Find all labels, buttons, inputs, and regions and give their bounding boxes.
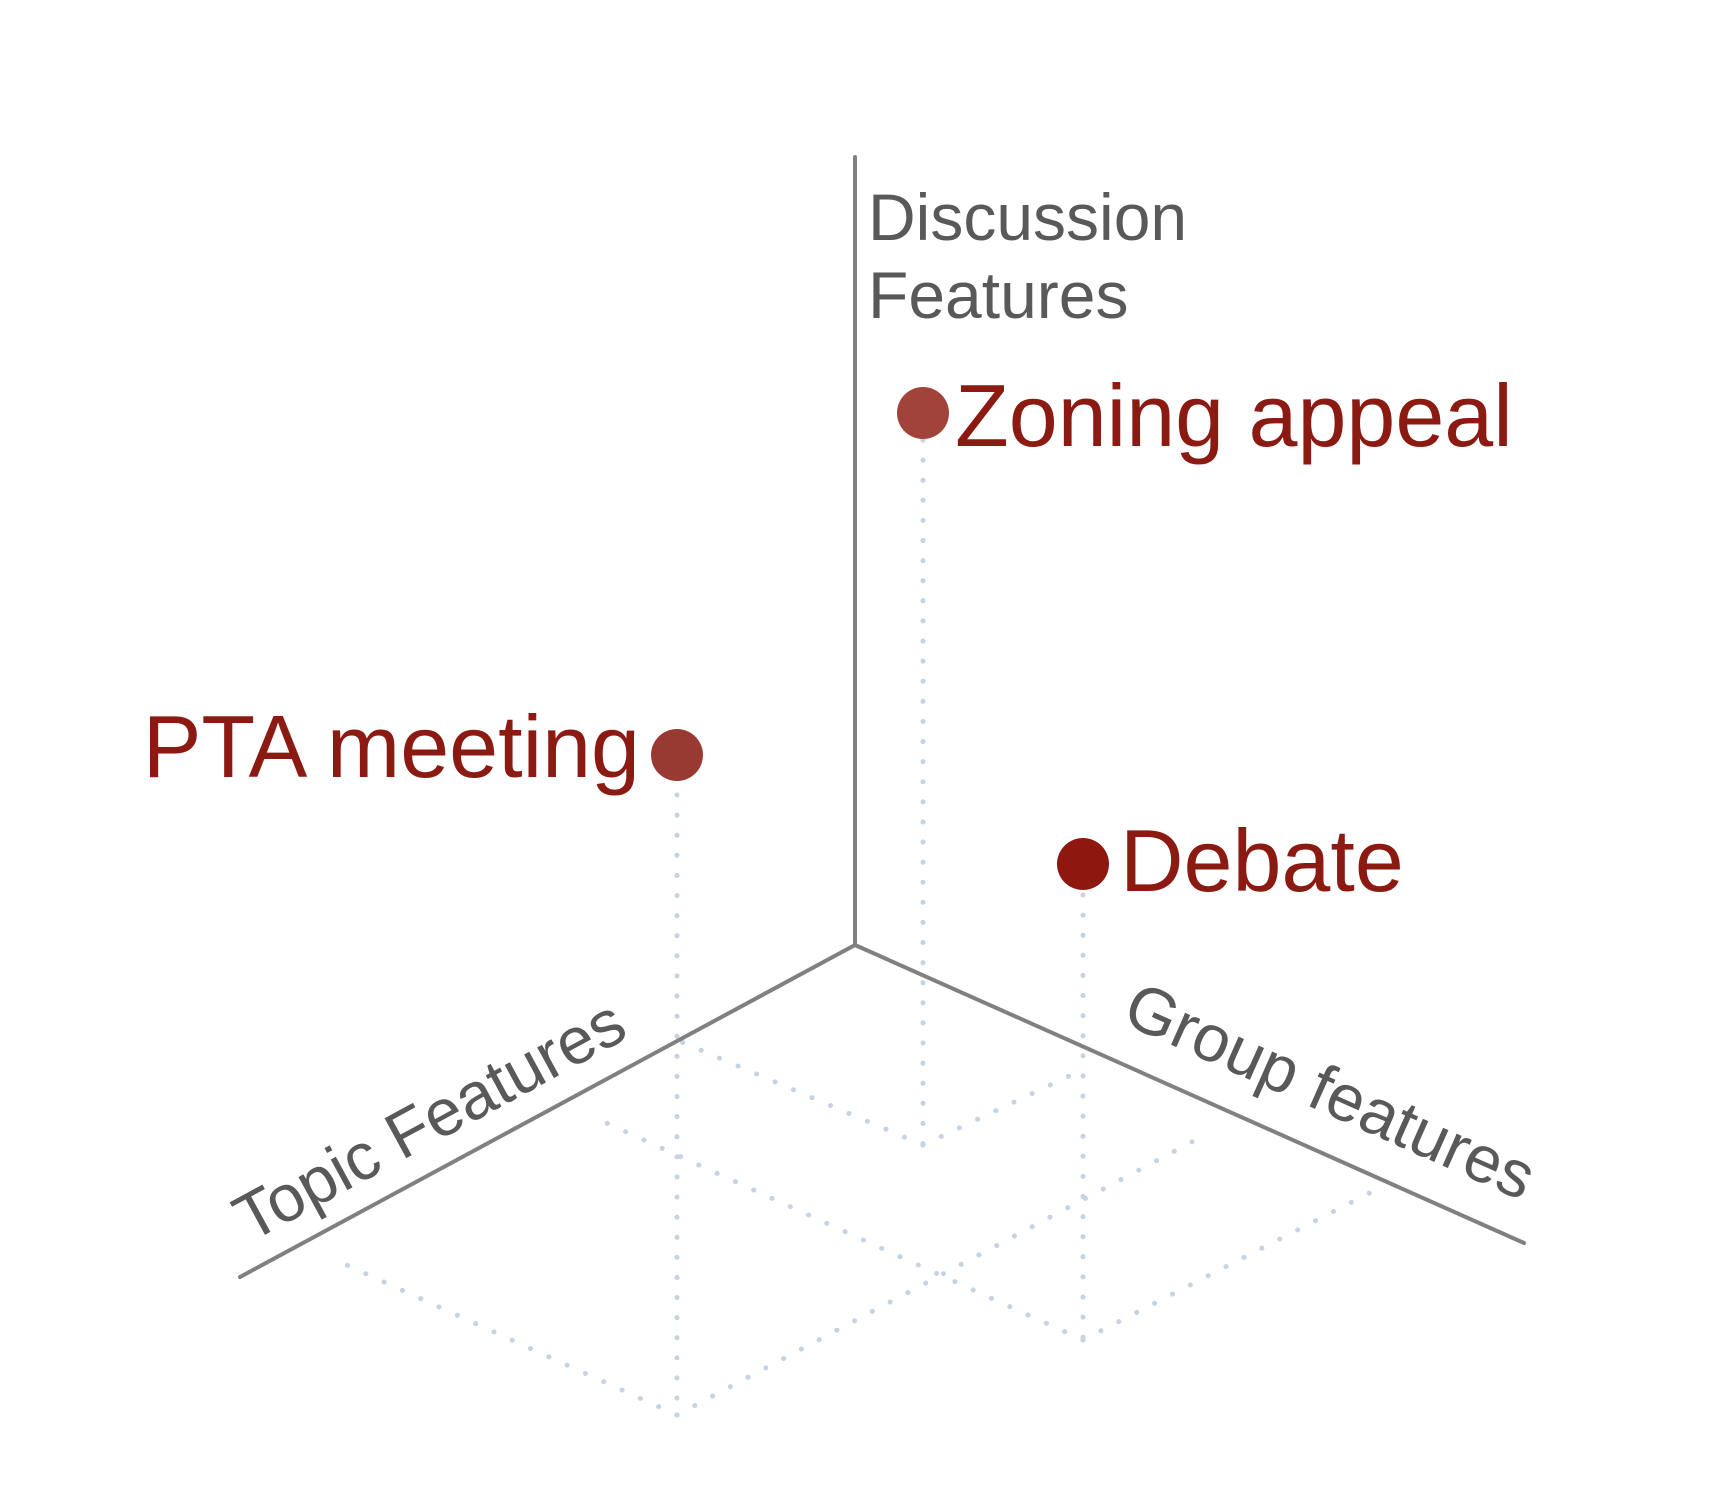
topic-axis-label: Topic Features <box>221 984 637 1256</box>
debate-label: Debate <box>1120 811 1404 910</box>
point-labels: Zoning appeal PTA meeting Debate <box>143 366 1513 910</box>
debate-point <box>1057 838 1109 890</box>
pta-meeting-point <box>651 729 703 781</box>
debate-floor-left <box>597 1117 1086 1343</box>
axes <box>238 155 1526 1279</box>
pta-meeting-floor-left <box>337 1259 680 1418</box>
data-points <box>651 387 1109 890</box>
debate-floor-right <box>1080 1182 1388 1343</box>
pta-meeting-label: PTA meeting <box>143 697 640 796</box>
group-axis-line <box>853 943 1526 1245</box>
pta-meeting-floor-right <box>674 1132 1208 1418</box>
topic-axis-line <box>238 943 857 1279</box>
zoning-appeal-label: Zoning appeal <box>955 366 1513 465</box>
guide-lines <box>337 437 1388 1418</box>
discussion-axis-label: Discussion Features <box>868 180 1205 332</box>
zoning-appeal-point <box>897 387 949 439</box>
zoning-appeal-floor-right <box>920 1067 1085 1148</box>
zoning-appeal-floor-left <box>674 1037 926 1148</box>
